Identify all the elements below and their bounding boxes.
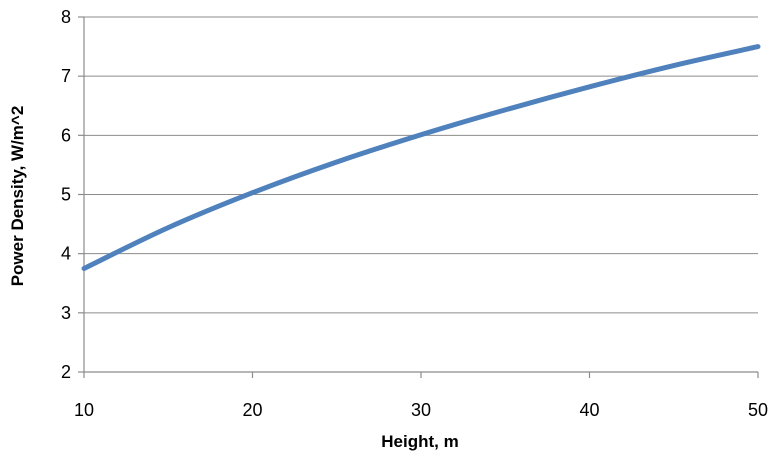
y-axis-title: Power Density, W/m^2 <box>8 106 27 287</box>
y-tick-labels: 2 3 4 5 6 7 8 <box>61 7 71 382</box>
x-tick-label: 10 <box>74 400 94 420</box>
y-tick-label: 7 <box>61 66 71 86</box>
y-tick-label: 4 <box>61 244 71 264</box>
y-tick-label: 8 <box>61 7 71 27</box>
series-layer <box>81 44 761 271</box>
x-axis-title: Height, m <box>381 432 458 451</box>
grid-lines <box>84 16 758 314</box>
x-tick-label: 40 <box>579 400 599 420</box>
y-tick-label: 3 <box>61 303 71 323</box>
x-tick-labels: 10 20 30 40 50 <box>74 400 768 420</box>
x-tick-label: 50 <box>748 400 768 420</box>
y-tick-label: 6 <box>61 125 71 145</box>
y-tick-label: 2 <box>61 362 71 382</box>
x-tick-label: 20 <box>242 400 262 420</box>
y-tick-label: 5 <box>61 185 71 205</box>
axes <box>78 16 759 378</box>
series-line <box>81 44 761 271</box>
x-tick-label: 30 <box>411 400 431 420</box>
